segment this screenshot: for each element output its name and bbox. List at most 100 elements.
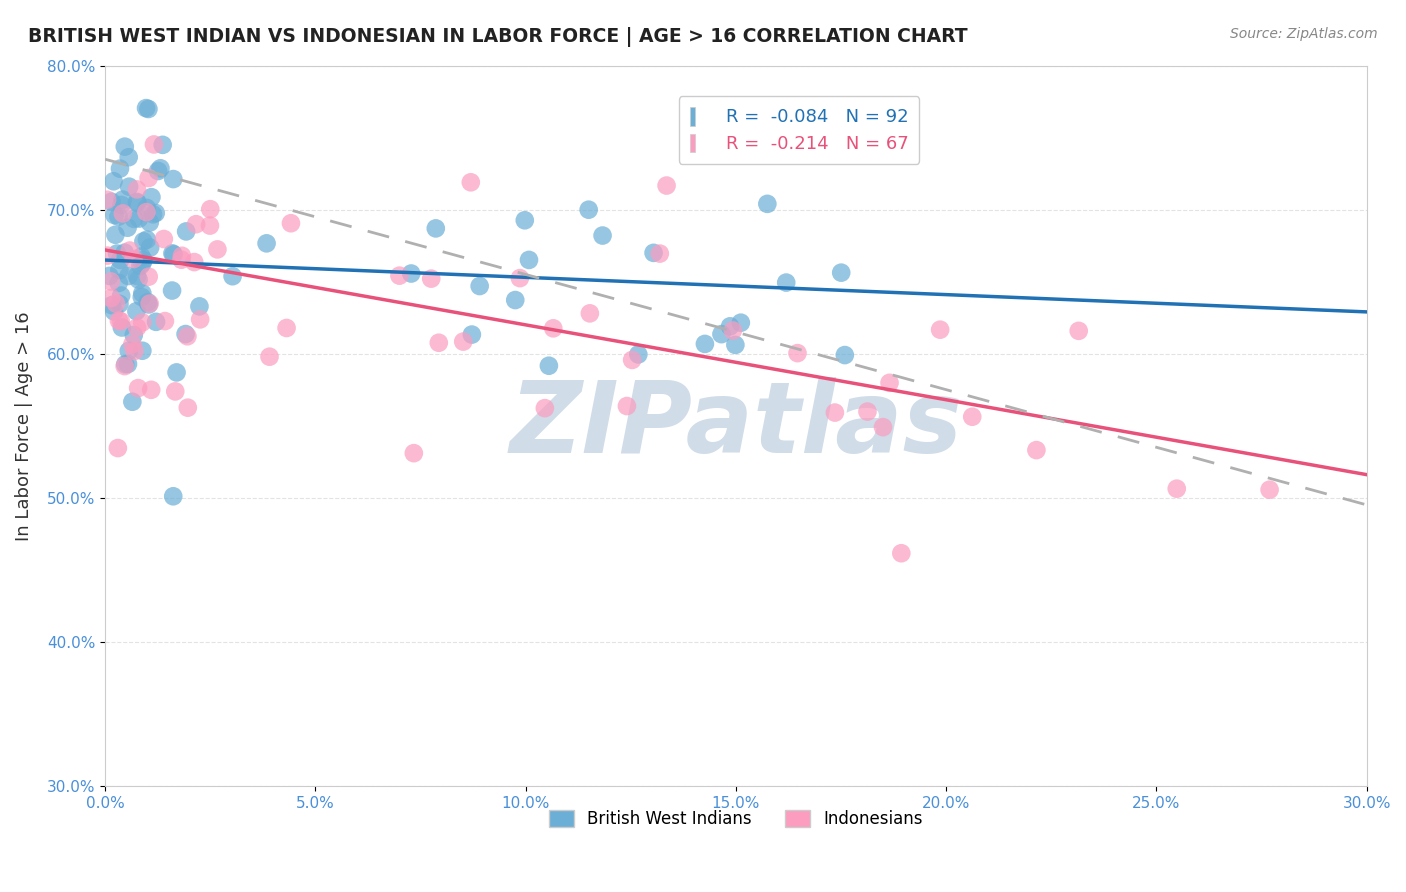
- British West Indians: [98, 268, 121, 283]
- British West Indians: [152, 137, 174, 152]
- Indonesians: [121, 337, 143, 351]
- Indonesians: [127, 320, 149, 334]
- Indonesians: [100, 291, 122, 305]
- Indonesians: [138, 269, 160, 284]
- British West Indians: [108, 252, 131, 267]
- British West Indians: [117, 220, 139, 235]
- British West Indians: [174, 326, 197, 341]
- Indonesians: [786, 346, 808, 360]
- British West Indians: [100, 194, 122, 209]
- British West Indians: [129, 259, 152, 273]
- British West Indians: [132, 235, 155, 249]
- British West Indians: [461, 327, 484, 342]
- Indonesians: [534, 401, 557, 416]
- Text: BRITISH WEST INDIAN VS INDONESIAN IN LABOR FORCE | AGE > 16 CORRELATION CHART: BRITISH WEST INDIAN VS INDONESIAN IN LAB…: [28, 27, 967, 46]
- British West Indians: [145, 206, 167, 220]
- British West Indians: [111, 193, 134, 207]
- British West Indians: [517, 252, 540, 267]
- British West Indians: [125, 304, 148, 318]
- British West Indians: [188, 299, 211, 313]
- Indonesians: [153, 314, 176, 328]
- British West Indians: [103, 304, 125, 318]
- British West Indians: [399, 267, 422, 281]
- British West Indians: [114, 245, 136, 260]
- British West Indians: [830, 266, 852, 280]
- Indonesians: [198, 219, 221, 233]
- British West Indians: [131, 256, 153, 270]
- British West Indians: [592, 228, 614, 243]
- Indonesians: [142, 137, 165, 152]
- British West Indians: [131, 343, 153, 358]
- Indonesians: [124, 344, 146, 359]
- Indonesians: [962, 409, 984, 424]
- Indonesians: [879, 376, 901, 390]
- British West Indians: [118, 150, 141, 164]
- British West Indians: [114, 139, 136, 153]
- British West Indians: [718, 319, 741, 334]
- Indonesians: [420, 271, 443, 285]
- Indonesians: [388, 268, 411, 283]
- Indonesians: [127, 381, 149, 395]
- Indonesians: [655, 178, 678, 193]
- Indonesians: [616, 399, 638, 413]
- Indonesians: [402, 446, 425, 460]
- British West Indians: [138, 297, 160, 311]
- Indonesians: [170, 249, 193, 263]
- British West Indians: [125, 268, 148, 283]
- Text: Source: ZipAtlas.com: Source: ZipAtlas.com: [1230, 27, 1378, 41]
- Indonesians: [188, 312, 211, 326]
- Indonesians: [200, 202, 222, 216]
- British West Indians: [162, 246, 184, 260]
- Indonesians: [872, 420, 894, 434]
- British West Indians: [627, 347, 650, 361]
- British West Indians: [139, 241, 162, 255]
- British West Indians: [135, 201, 157, 215]
- British West Indians: [166, 366, 188, 380]
- British West Indians: [125, 194, 148, 209]
- Indonesians: [110, 314, 132, 328]
- Indonesians: [100, 275, 122, 289]
- British West Indians: [425, 221, 447, 235]
- Indonesians: [184, 217, 207, 231]
- British West Indians: [145, 315, 167, 329]
- Indonesians: [207, 243, 229, 257]
- Indonesians: [153, 232, 176, 246]
- British West Indians: [135, 101, 157, 115]
- British West Indians: [756, 197, 779, 211]
- British West Indians: [160, 284, 183, 298]
- British West Indians: [107, 276, 129, 290]
- Indonesians: [104, 296, 127, 310]
- British West Indians: [111, 320, 134, 334]
- Indonesians: [165, 384, 187, 399]
- Indonesians: [621, 352, 644, 367]
- British West Indians: [122, 328, 145, 343]
- British West Indians: [174, 224, 197, 238]
- Indonesians: [509, 271, 531, 285]
- British West Indians: [128, 211, 150, 226]
- British West Indians: [162, 247, 184, 261]
- British West Indians: [131, 290, 153, 304]
- British West Indians: [142, 207, 165, 221]
- Indonesians: [114, 359, 136, 373]
- British West Indians: [503, 293, 526, 307]
- Indonesians: [96, 249, 118, 263]
- British West Indians: [146, 164, 169, 178]
- Indonesians: [890, 546, 912, 560]
- Legend: British West Indians, Indonesians: British West Indians, Indonesians: [543, 804, 929, 835]
- British West Indians: [139, 215, 162, 229]
- Indonesians: [929, 323, 952, 337]
- Indonesians: [276, 321, 298, 335]
- British West Indians: [121, 394, 143, 409]
- Y-axis label: In Labor Force | Age > 16: In Labor Force | Age > 16: [15, 311, 32, 541]
- British West Indians: [132, 253, 155, 268]
- British West Indians: [537, 359, 560, 373]
- British West Indians: [131, 286, 153, 301]
- Indonesians: [135, 205, 157, 219]
- British West Indians: [643, 245, 665, 260]
- British West Indians: [468, 279, 491, 293]
- Indonesians: [451, 334, 474, 349]
- Indonesians: [856, 404, 879, 418]
- British West Indians: [839, 133, 862, 147]
- British West Indians: [128, 272, 150, 286]
- British West Indians: [136, 295, 159, 310]
